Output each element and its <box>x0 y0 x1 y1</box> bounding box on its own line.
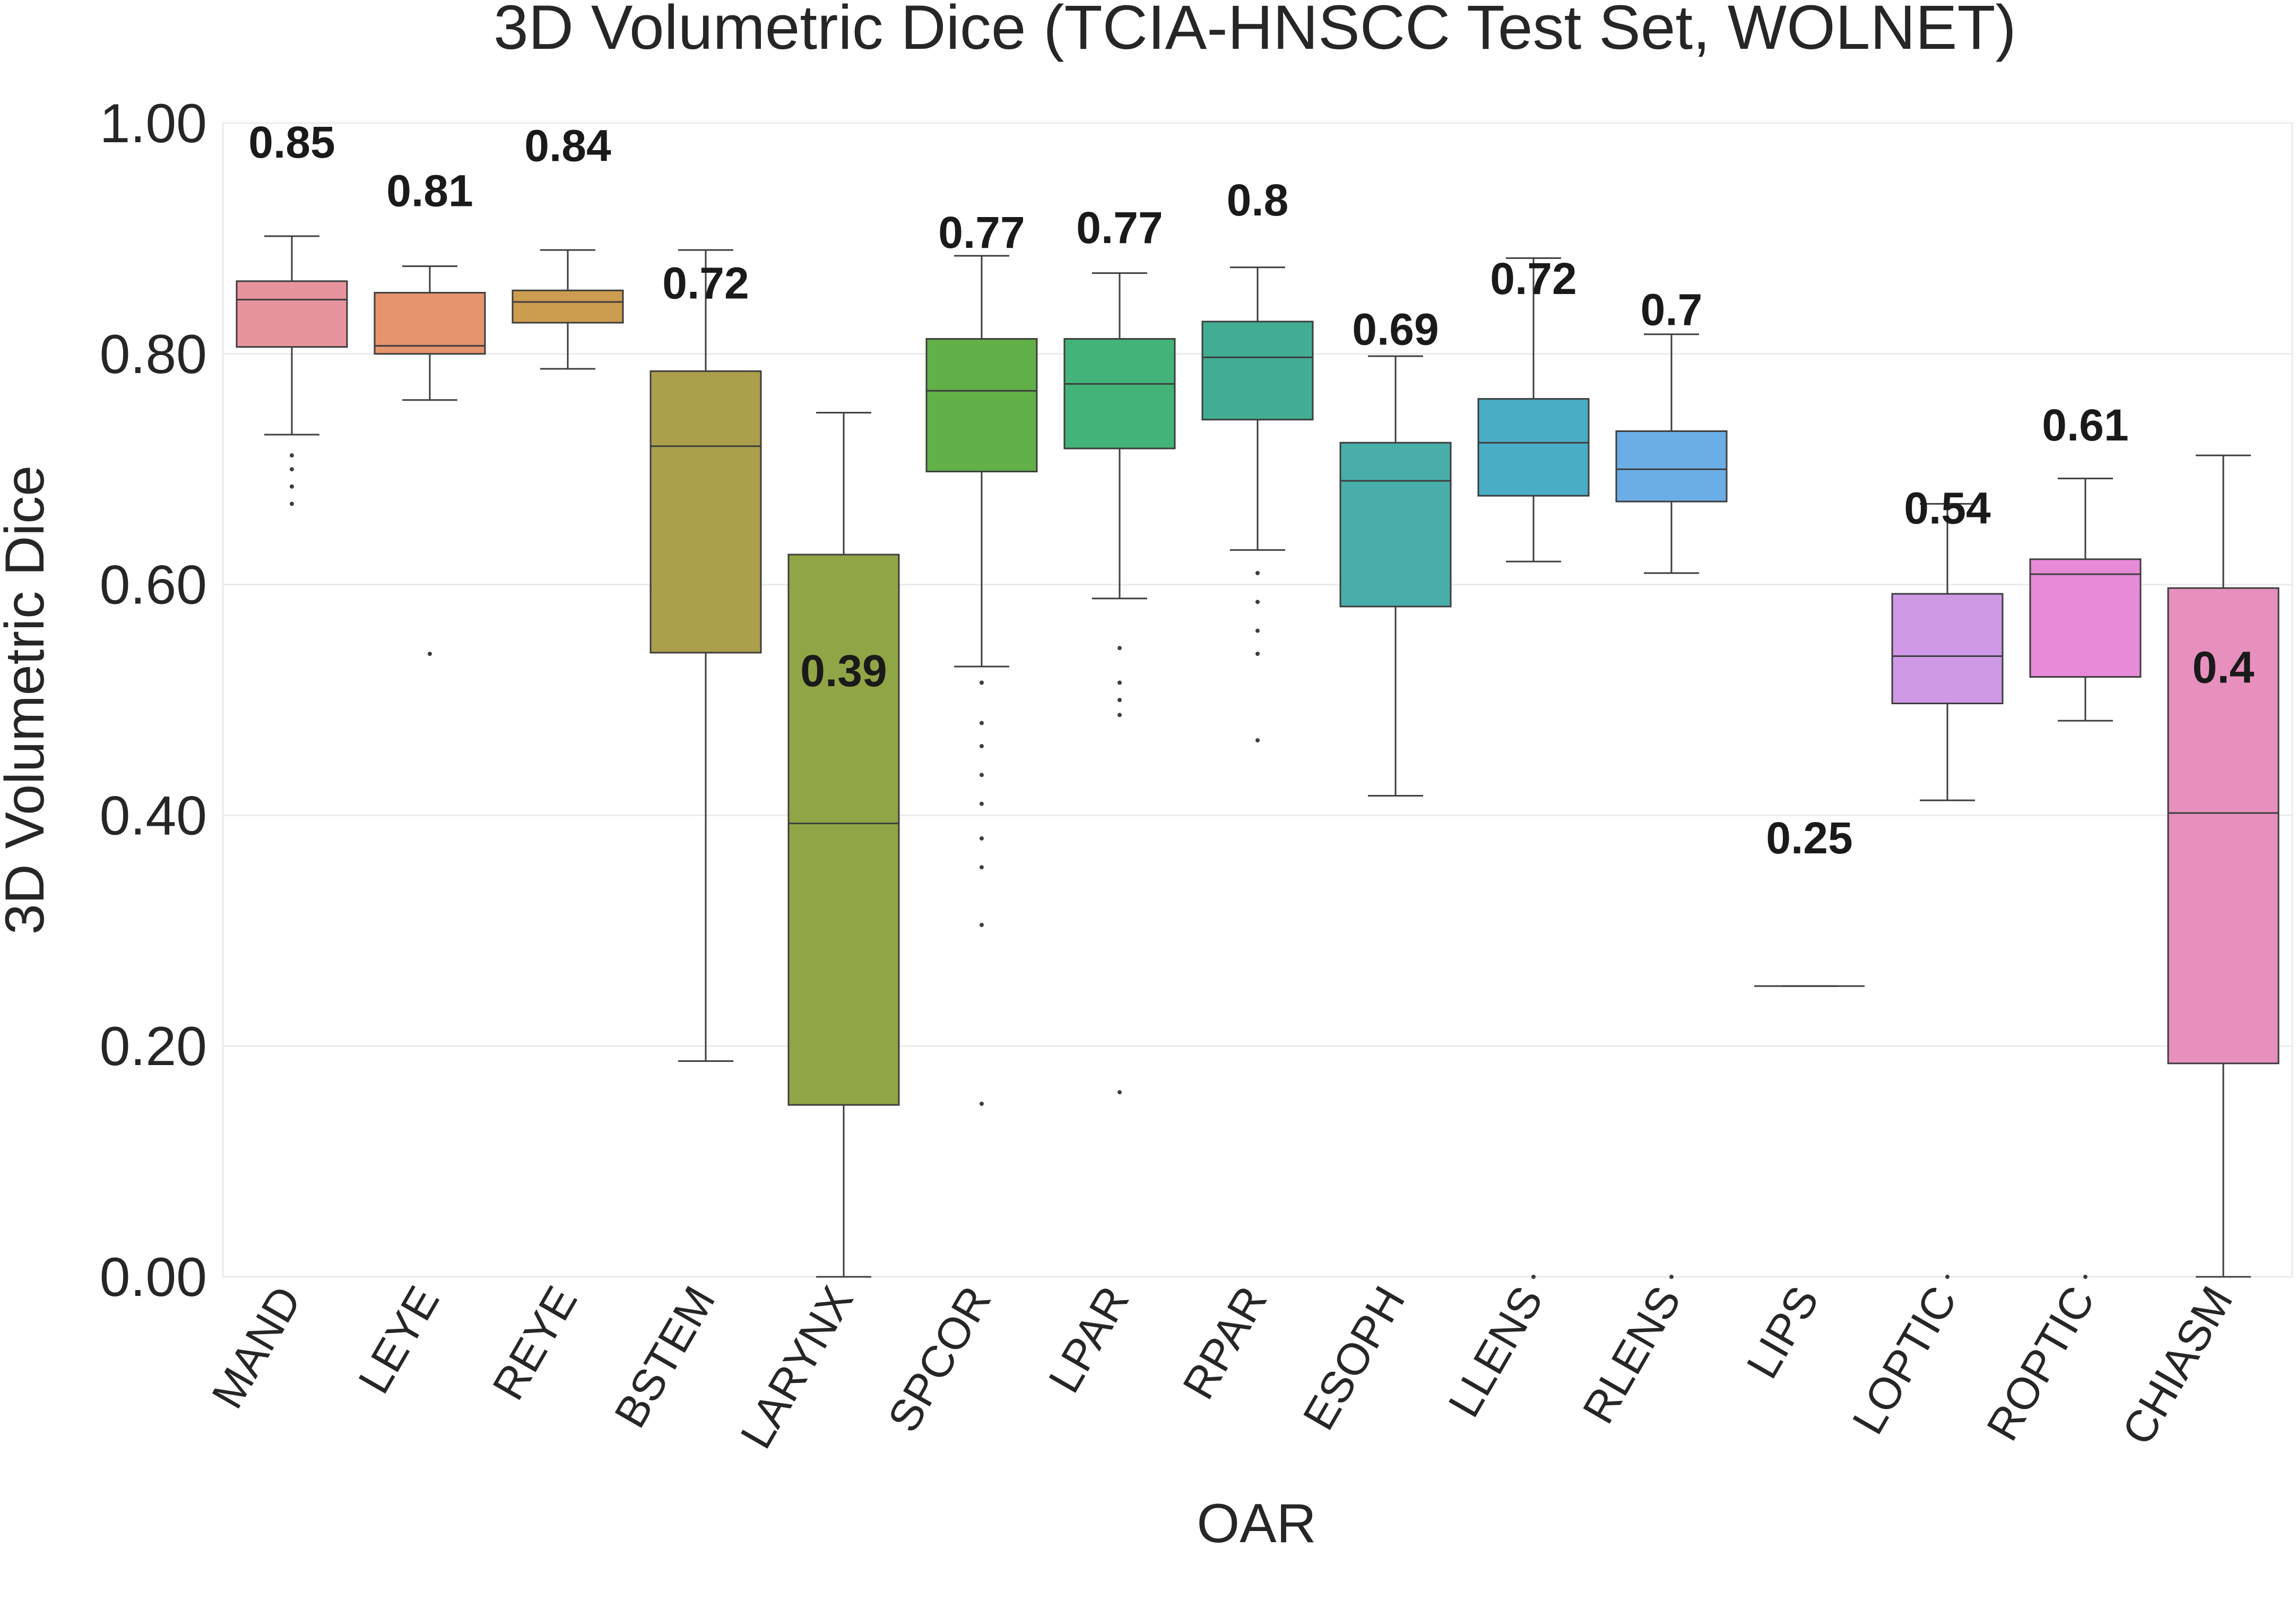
outlier-point <box>980 801 984 806</box>
outlier-point <box>1255 570 1260 575</box>
outlier-point <box>1255 652 1260 656</box>
iqr-box <box>1615 430 1728 503</box>
outlier-point <box>1255 600 1260 604</box>
median-annotation: 0.81 <box>386 166 473 216</box>
outlier-point <box>980 1101 984 1106</box>
outlier-point <box>428 652 432 656</box>
y-axis-label: 3D Volumetric Dice <box>0 465 56 935</box>
outlier-point <box>290 453 294 458</box>
median-annotation: 0.7 <box>1641 284 1703 334</box>
median-annotation: 0.61 <box>2042 400 2129 450</box>
iqr-box <box>925 338 1038 473</box>
outlier-point <box>1945 1275 1950 1279</box>
iqr-box <box>649 370 762 654</box>
outlier-point <box>980 721 984 725</box>
iqr-box <box>374 292 486 355</box>
outlier-point <box>1117 1090 1122 1095</box>
outlier-point <box>1669 1275 1674 1279</box>
box-rlens: 0.7 <box>1615 284 1728 1279</box>
y-axis-ticks: 0.00 0.20 0.40 0.60 0.80 1.00 <box>100 93 207 1308</box>
median-annotation: 0.54 <box>1904 483 1991 533</box>
box-rpar: 0.8 <box>1201 175 1314 743</box>
box-leye: 0.81 <box>374 166 486 656</box>
box-reye: 0.84 <box>512 121 624 370</box>
outlier-point <box>1531 1275 1536 1279</box>
median-annotation: 0.4 <box>2193 642 2255 692</box>
box-spcor: 0.77 <box>925 207 1038 1106</box>
x-axis-label: OAR <box>1197 1493 1316 1554</box>
median-annotation: 0.25 <box>1766 813 1853 863</box>
box-lpar: 0.77 <box>1063 203 1176 1095</box>
box-mand: 0.85 <box>236 117 348 506</box>
outlier-point <box>2083 1275 2087 1279</box>
iqr-box <box>2167 587 2280 1065</box>
median-annotation: 0.85 <box>248 117 335 167</box>
iqr-box <box>1339 442 1452 608</box>
box-bstem: 0.72 <box>649 249 762 1062</box>
outlier-point <box>1117 680 1122 685</box>
outlier-point <box>980 743 984 748</box>
outlier-point <box>1117 713 1122 717</box>
outlier-point <box>290 484 294 489</box>
box-llens: 0.72 <box>1477 254 1590 1279</box>
outlier-point <box>1255 738 1260 743</box>
y-tick-label: 0.60 <box>100 555 207 616</box>
outlier-point <box>980 865 984 870</box>
outlier-point <box>980 922 984 927</box>
median-annotation: 0.72 <box>1490 254 1577 304</box>
median-annotation: 0.69 <box>1352 304 1439 354</box>
y-tick-label: 0.00 <box>100 1247 207 1308</box>
median-annotation: 0.77 <box>938 207 1025 257</box>
iqr-box <box>1477 398 1590 497</box>
y-tick-label: 1.00 <box>100 93 207 154</box>
iqr-box <box>1201 321 1314 421</box>
median-annotation: 0.39 <box>800 646 887 696</box>
iqr-box <box>2029 558 2142 678</box>
box-chiasm: 0.4 <box>2167 454 2280 1278</box>
outlier-point <box>1117 646 1122 651</box>
y-tick-label: 0.20 <box>100 1016 207 1077</box>
box-larynx: 0.39 <box>787 412 900 1278</box>
box-lips: 0.25 <box>1754 813 1865 987</box>
iqr-box <box>787 554 900 1106</box>
box-roptic: 0.61 <box>2029 400 2142 1279</box>
iqr-box <box>1063 338 1176 449</box>
median-annotation: 0.77 <box>1076 203 1163 253</box>
box-esoph: 0.69 <box>1339 304 1452 797</box>
y-tick-label: 0.80 <box>100 324 207 385</box>
median-annotation: 0.8 <box>1227 175 1289 225</box>
iqr-box <box>512 289 624 324</box>
boxes: 0.85 0.81 0.84 0.72 0.39 0.77 0.77 0.8 0.69 0.72 0… <box>236 117 2280 1279</box>
outlier-point <box>980 773 984 777</box>
median-annotation: 0.84 <box>524 121 611 171</box>
outlier-point <box>290 501 294 506</box>
iqr-box <box>1891 593 2004 705</box>
outlier-point <box>1117 698 1122 702</box>
median-annotation: 0.72 <box>662 258 749 308</box>
outlier-point <box>290 467 294 472</box>
outlier-point <box>980 836 984 841</box>
y-tick-label: 0.40 <box>100 785 207 846</box>
outlier-point <box>1255 628 1260 633</box>
outlier-point <box>980 680 984 685</box>
box-loptic: 0.54 <box>1891 483 2004 1279</box>
chart-title: 3D Volumetric Dice (TCIA-HNSCC Test Set,… <box>493 0 2016 63</box>
iqr-box <box>236 280 348 348</box>
